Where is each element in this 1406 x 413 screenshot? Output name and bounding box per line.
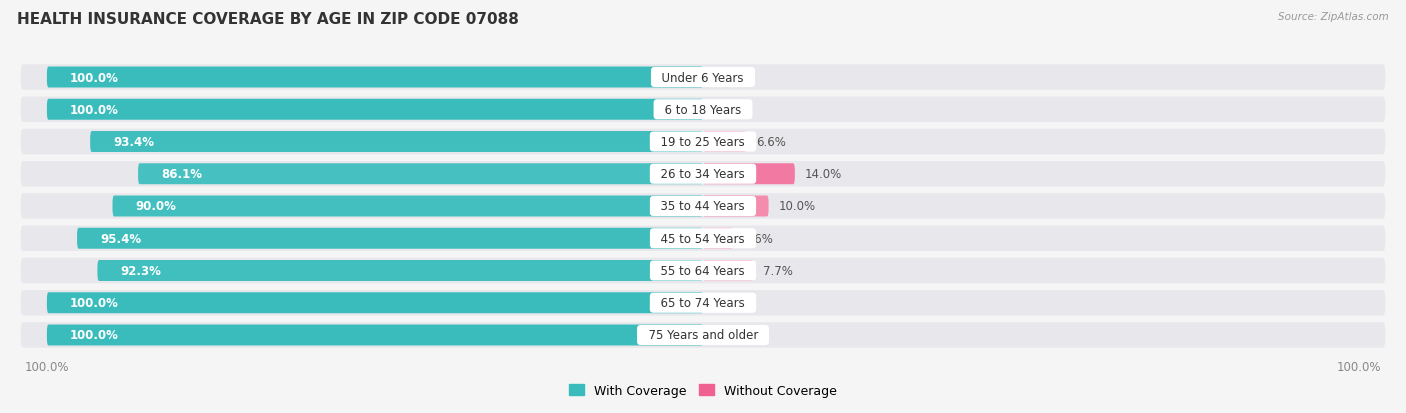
FancyBboxPatch shape (77, 228, 703, 249)
FancyBboxPatch shape (46, 100, 703, 121)
Text: 86.1%: 86.1% (162, 168, 202, 181)
FancyBboxPatch shape (703, 228, 733, 249)
FancyBboxPatch shape (703, 260, 754, 281)
Text: 45 to 54 Years: 45 to 54 Years (654, 232, 752, 245)
Legend: With Coverage, Without Coverage: With Coverage, Without Coverage (564, 379, 842, 402)
Text: 0.0%: 0.0% (713, 329, 742, 342)
FancyBboxPatch shape (21, 194, 1385, 219)
Text: 26 to 34 Years: 26 to 34 Years (654, 168, 752, 181)
Text: 75 Years and older: 75 Years and older (641, 329, 765, 342)
FancyBboxPatch shape (703, 132, 747, 153)
FancyBboxPatch shape (46, 292, 703, 313)
Text: 0.0%: 0.0% (713, 71, 742, 84)
Text: 6 to 18 Years: 6 to 18 Years (657, 104, 749, 116)
FancyBboxPatch shape (703, 196, 769, 217)
Text: 100.0%: 100.0% (70, 71, 118, 84)
FancyBboxPatch shape (21, 161, 1385, 187)
FancyBboxPatch shape (21, 226, 1385, 252)
Text: 0.0%: 0.0% (713, 104, 742, 116)
Text: 100.0%: 100.0% (1337, 360, 1381, 373)
FancyBboxPatch shape (46, 67, 703, 88)
Text: 100.0%: 100.0% (70, 297, 118, 309)
FancyBboxPatch shape (21, 290, 1385, 316)
FancyBboxPatch shape (21, 65, 1385, 90)
FancyBboxPatch shape (97, 260, 703, 281)
Text: 92.3%: 92.3% (121, 264, 162, 277)
Text: 95.4%: 95.4% (100, 232, 141, 245)
Text: 55 to 64 Years: 55 to 64 Years (654, 264, 752, 277)
FancyBboxPatch shape (21, 258, 1385, 284)
Text: Source: ZipAtlas.com: Source: ZipAtlas.com (1278, 12, 1389, 22)
Text: 7.7%: 7.7% (763, 264, 793, 277)
FancyBboxPatch shape (90, 132, 703, 153)
Text: HEALTH INSURANCE COVERAGE BY AGE IN ZIP CODE 07088: HEALTH INSURANCE COVERAGE BY AGE IN ZIP … (17, 12, 519, 27)
FancyBboxPatch shape (112, 196, 703, 217)
Text: 65 to 74 Years: 65 to 74 Years (654, 297, 752, 309)
Text: 100.0%: 100.0% (25, 360, 69, 373)
FancyBboxPatch shape (21, 97, 1385, 123)
Text: Under 6 Years: Under 6 Years (655, 71, 751, 84)
FancyBboxPatch shape (21, 129, 1385, 155)
FancyBboxPatch shape (21, 323, 1385, 348)
Text: 100.0%: 100.0% (70, 329, 118, 342)
Text: 93.4%: 93.4% (112, 136, 155, 149)
Text: 6.6%: 6.6% (756, 136, 786, 149)
Text: 10.0%: 10.0% (779, 200, 815, 213)
Text: 100.0%: 100.0% (70, 104, 118, 116)
FancyBboxPatch shape (703, 164, 794, 185)
Text: 4.6%: 4.6% (742, 232, 773, 245)
Text: 90.0%: 90.0% (135, 200, 176, 213)
FancyBboxPatch shape (138, 164, 703, 185)
Text: 19 to 25 Years: 19 to 25 Years (654, 136, 752, 149)
Text: 0.0%: 0.0% (713, 297, 742, 309)
Text: 14.0%: 14.0% (804, 168, 842, 181)
Text: 35 to 44 Years: 35 to 44 Years (654, 200, 752, 213)
FancyBboxPatch shape (46, 325, 703, 346)
